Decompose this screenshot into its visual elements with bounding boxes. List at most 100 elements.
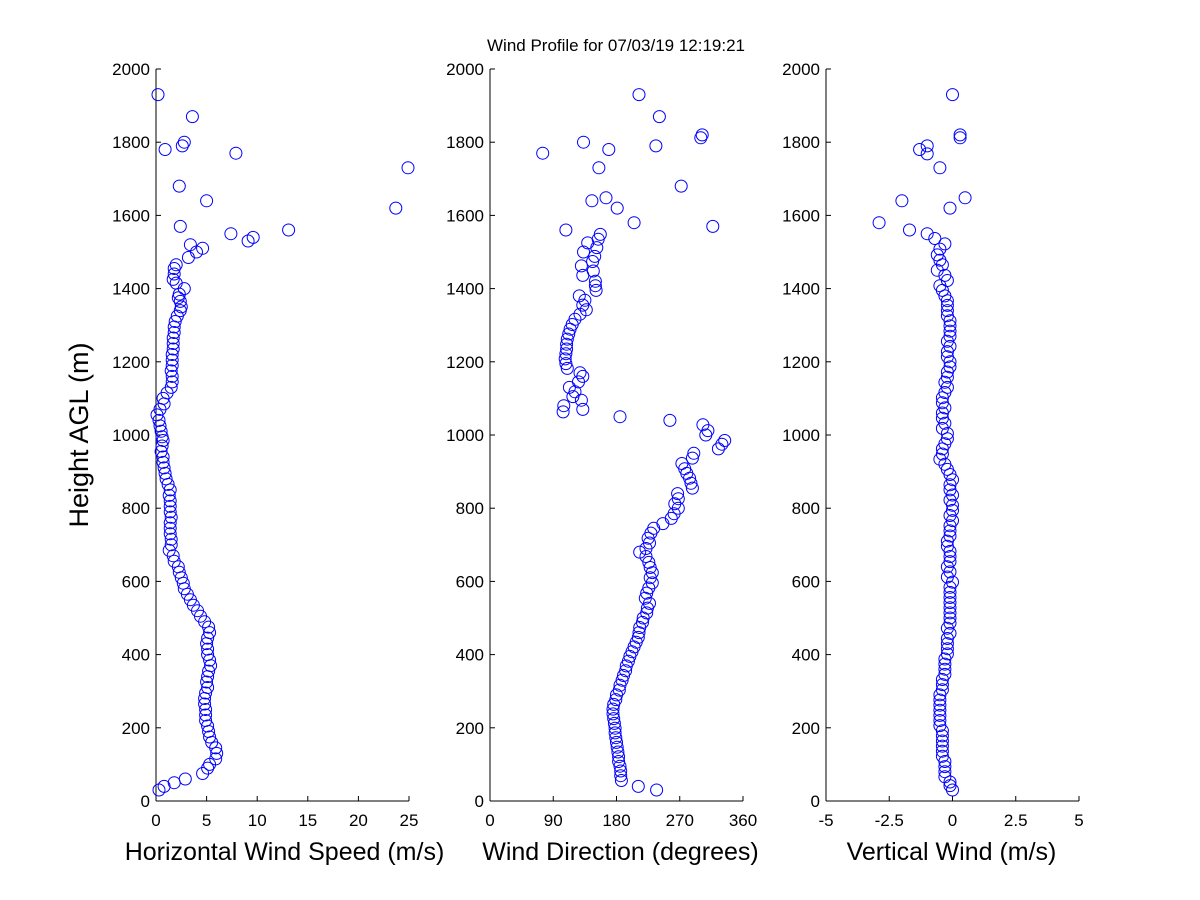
data-point (943, 544, 957, 558)
data-point (163, 527, 177, 541)
data-point (935, 734, 949, 748)
panel-vertical: 0 200 400 600 800 1000 1200 1400 1600 1800 2000 -5 -… (782, 60, 1084, 866)
data-point (229, 146, 243, 160)
data-point (940, 427, 954, 440)
data-point (619, 659, 633, 673)
data-point (586, 255, 600, 268)
data-point (895, 194, 909, 208)
data-point (607, 716, 621, 730)
data-point (574, 259, 588, 273)
data-point (560, 342, 574, 356)
data-point (943, 585, 957, 599)
data-point (167, 262, 181, 275)
data-point (650, 783, 664, 797)
x-axis-label-direction: Wind Direction (degrees) (482, 838, 759, 866)
data-point (577, 135, 590, 149)
data-point (152, 783, 166, 797)
data-point (953, 131, 967, 145)
y-tick-label-speed: 1000 (112, 426, 150, 445)
data-point (166, 549, 180, 563)
data-point (156, 455, 170, 469)
data-point (185, 110, 199, 124)
data-point (201, 719, 215, 733)
x-tick-label-speed: 15 (298, 811, 317, 830)
x-tick-label-speed: 5 (202, 811, 211, 830)
data-point (695, 128, 709, 142)
data-point (943, 601, 957, 615)
data-point (938, 755, 952, 768)
x-tick-label-direction: 180 (602, 811, 630, 830)
data-point (181, 251, 195, 264)
data-point (935, 744, 949, 758)
data-point (694, 131, 708, 145)
y-tick-label-direction: 2000 (446, 60, 484, 79)
y-tick-label-direction: 1600 (446, 206, 484, 225)
data-point (607, 697, 621, 711)
data-point (201, 631, 215, 645)
data-point (210, 746, 224, 760)
y-tick-label-vertical: 1600 (782, 206, 820, 225)
data-point (172, 179, 186, 193)
data-point (943, 324, 957, 338)
data-point (282, 223, 296, 237)
data-point (943, 201, 957, 215)
y-tick-label-speed: 600 (122, 572, 150, 591)
data-point (155, 439, 169, 453)
x-tick-label-direction: 270 (666, 811, 694, 830)
data-point (639, 550, 653, 563)
data-point (933, 688, 947, 702)
data-point (166, 342, 180, 356)
data-point (639, 542, 653, 555)
data-point (935, 391, 949, 405)
data-point (687, 446, 701, 460)
data-point (685, 481, 699, 495)
data-points-speed (150, 88, 415, 797)
data-point (652, 110, 666, 124)
data-point (198, 692, 212, 705)
data-points-direction (536, 88, 732, 797)
data-point (602, 143, 616, 156)
y-tick-label-vertical: 600 (792, 572, 820, 591)
data-point (607, 712, 621, 726)
x-tick-label-vertical: -5 (818, 811, 833, 830)
data-point (588, 274, 602, 288)
data-point (165, 375, 179, 389)
y-tick-label-vertical: 0 (811, 792, 820, 811)
data-point (943, 519, 957, 533)
data-point (558, 352, 572, 366)
data-point (940, 642, 954, 656)
data-point (663, 413, 677, 427)
data-point (608, 726, 622, 740)
data-point (953, 128, 967, 142)
data-point (935, 283, 949, 297)
data-point (943, 606, 957, 620)
y-tick-label-vertical: 1400 (782, 280, 820, 299)
x-tick-label-vertical: 5 (1074, 811, 1083, 830)
data-point (715, 437, 729, 451)
x-tick-label-speed: 10 (248, 811, 267, 830)
data-point (674, 179, 688, 193)
y-tick-label-vertical: 2000 (782, 60, 820, 79)
data-point (590, 241, 604, 255)
data-point (585, 194, 599, 208)
data-point (943, 355, 957, 369)
data-point (699, 428, 713, 442)
y-tick-label-speed: 0 (141, 792, 150, 811)
data-point (935, 406, 949, 420)
data-point (610, 201, 624, 215)
data-point (614, 769, 628, 783)
data-point (200, 675, 214, 689)
y-tick-label-speed: 1800 (112, 133, 150, 152)
data-point (920, 139, 934, 153)
data-point (401, 161, 415, 175)
data-point (920, 147, 934, 161)
data-point (202, 664, 216, 678)
data-point (940, 304, 954, 318)
data-point (178, 772, 192, 786)
data-point (711, 442, 725, 456)
x-tick-label-vertical: -2.5 (875, 811, 904, 830)
panel-direction: 0 200 400 600 800 1000 1200 1400 1600 1800 2000 0 90… (446, 60, 759, 866)
data-point (938, 662, 952, 676)
